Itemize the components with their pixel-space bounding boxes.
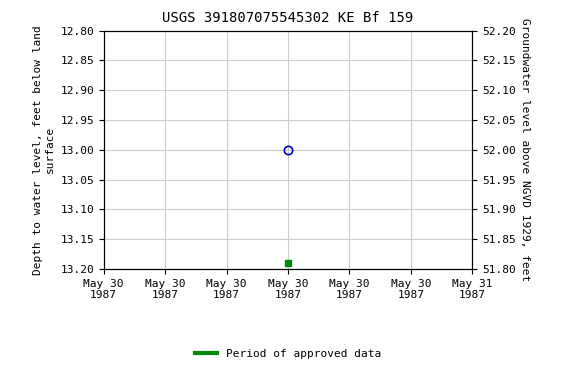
Title: USGS 391807075545302 KE Bf 159: USGS 391807075545302 KE Bf 159	[162, 12, 414, 25]
Legend: Period of approved data: Period of approved data	[191, 344, 385, 363]
Y-axis label: Depth to water level, feet below land
surface: Depth to water level, feet below land su…	[33, 25, 55, 275]
Y-axis label: Groundwater level above NGVD 1929, feet: Groundwater level above NGVD 1929, feet	[520, 18, 530, 281]
